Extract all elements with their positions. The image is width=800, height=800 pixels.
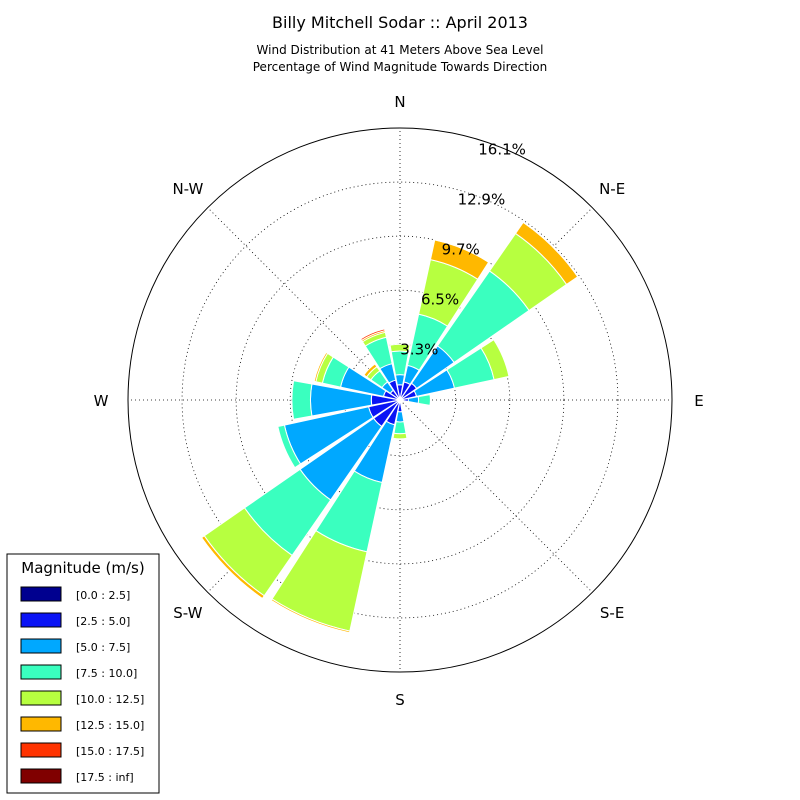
legend-label: [17.5 : inf] (76, 771, 134, 784)
wind-bar-segment (522, 220, 580, 278)
direction-label: N-E (599, 180, 625, 198)
wind-bar-segment (313, 351, 329, 383)
ring-label: 12.9% (458, 191, 506, 209)
legend: Magnitude (m/s) [0.0 : 2.5] [2.5 : 5.0] [5… (6, 553, 160, 794)
legend-swatch (20, 768, 62, 784)
legend-label: [15.0 : 17.5] (76, 745, 144, 758)
chart-title: Billy Mitchell Sodar :: April 2013 (272, 13, 528, 32)
wind-bars (200, 220, 580, 634)
legend-title: Magnitude (m/s) (21, 559, 144, 577)
legend-label: [2.5 : 5.0] (76, 615, 130, 628)
wind-bar-segment (360, 328, 386, 342)
legend-label: [0.0 : 2.5] (76, 589, 130, 602)
polar-frame (127, 127, 673, 673)
legend-items: [0.0 : 2.5] [2.5 : 5.0] [5.0 : 7.5] [7.5 : … (20, 586, 144, 784)
ring-label: 3.3% (400, 340, 438, 358)
legend-label: [10.0 : 12.5] (76, 693, 144, 706)
ring-label: 16.1% (478, 141, 526, 159)
grid-ring (235, 235, 565, 565)
grid-ring (181, 181, 619, 619)
direction-label: S (395, 691, 405, 709)
legend-swatch (20, 612, 62, 628)
direction-label: N-W (172, 180, 203, 198)
direction-label: S-W (173, 604, 202, 622)
wind-bar-segment (480, 338, 510, 381)
legend-swatch (20, 690, 62, 706)
legend-swatch (20, 664, 62, 680)
ring-label: 9.7% (442, 241, 480, 259)
grid-spoke (207, 207, 401, 401)
wind-bar-segment (363, 363, 378, 378)
direction-label: S-E (600, 604, 624, 622)
wind-bar-segment (392, 432, 408, 440)
direction-label: W (94, 392, 109, 410)
grid-ring (343, 343, 457, 457)
legend-swatch (20, 586, 62, 602)
wind-bar-segment (393, 421, 407, 435)
wind-bar-segment (434, 238, 490, 263)
ring-label: 6.5% (421, 291, 459, 309)
wind-bar-segment (277, 424, 302, 469)
wind-bar-segment (270, 598, 351, 634)
wind-bar-segment (291, 380, 313, 420)
direction-label: E (694, 392, 703, 410)
wind-bar-segment (417, 394, 431, 406)
legend-label: [5.0 : 7.5] (76, 641, 130, 654)
legend-swatch (20, 742, 62, 758)
grid-ring (289, 289, 511, 511)
wind-bar-segment (200, 537, 263, 600)
legend-label: [12.5 : 15.0] (76, 719, 144, 732)
direction-labels: N N-E E S-E S S-W W N-W (94, 93, 704, 709)
legend-swatch (20, 716, 62, 732)
chart-subtitle-line2: Percentage of Wind Magnitude Towards Dir… (253, 60, 547, 74)
ring-labels: 3.3% 6.5% 9.7% 12.9% 16.1% (400, 141, 526, 359)
wind-bar-segment (389, 343, 411, 353)
legend-swatch (20, 638, 62, 654)
direction-label: N (394, 93, 405, 111)
grid-spoke (399, 399, 593, 593)
chart-subtitle-line1: Wind Distribution at 41 Meters Above Sea… (257, 43, 544, 57)
legend-label: [7.5 : 10.0] (76, 667, 137, 680)
